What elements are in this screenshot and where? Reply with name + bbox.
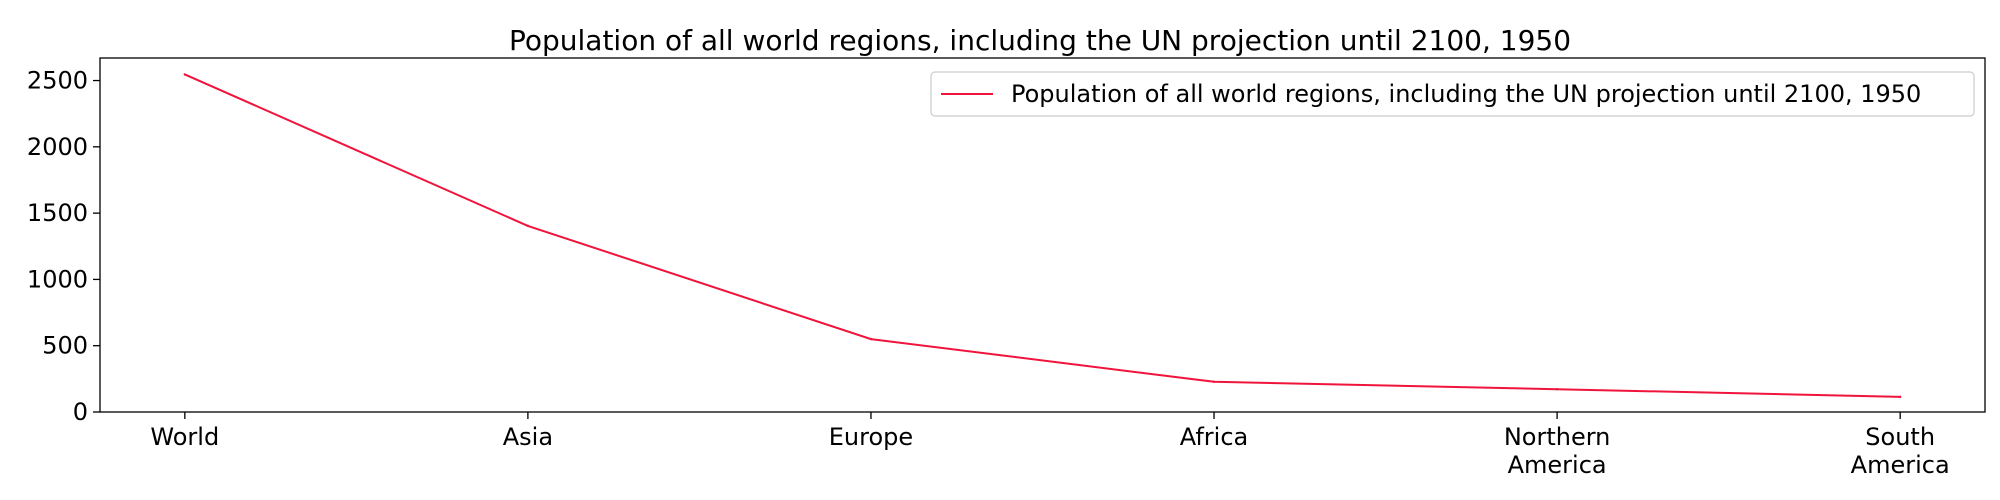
plot-area: 0 500 1000 1500 2000 2500 World Asia Europe Afric… [27, 57, 1986, 479]
x-tick-label: Africa [1180, 423, 1248, 451]
y-tick-label: 2000 [27, 133, 88, 161]
series-line [184, 73, 1901, 398]
legend-box [930, 71, 1975, 117]
y-tick-label: 1500 [27, 199, 88, 227]
legend: Population of all world regions, includi… [930, 71, 1975, 117]
data-point [1555, 387, 1559, 391]
chart-title: Population of all world regions, includi… [509, 24, 1571, 57]
y-tick-label: 2500 [27, 67, 88, 95]
x-tick-label: World [150, 423, 219, 451]
y-tick-label: 1000 [27, 265, 88, 293]
data-point [1898, 395, 1902, 399]
data-point [869, 337, 873, 341]
x-tick-label: Asia [503, 423, 553, 451]
legend-label: Population of all world regions, includi… [1011, 80, 1921, 108]
x-tick-label: Europe [829, 423, 913, 451]
data-point [183, 73, 187, 76]
data-point [1212, 380, 1216, 383]
x-tick-label: South America [1851, 423, 1950, 479]
y-tick-label: 0 [73, 398, 88, 426]
plot-frame [99, 57, 1986, 413]
x-tick-label: Northern America [1504, 423, 1611, 479]
data-point [526, 224, 530, 228]
y-tick-label: 500 [42, 332, 88, 360]
